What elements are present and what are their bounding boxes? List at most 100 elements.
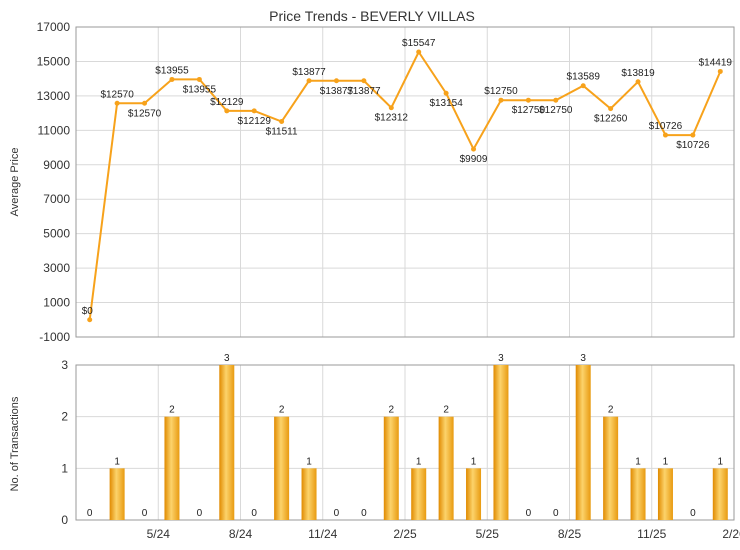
price-point — [580, 83, 586, 89]
transactions-series: 0 1 0 2 0 3 0 2 1 0 0 2 1 2 1 3 0 0 3 2 1 1 0 1 — [87, 353, 728, 520]
transactions-bar-label: 0 — [197, 508, 203, 519]
transactions-y-tick-label: 2 — [61, 410, 68, 424]
price-point — [251, 108, 257, 114]
price-data-label: $13955 — [155, 65, 189, 76]
transactions-bar — [274, 416, 290, 520]
x-tick-label: 8/24 — [229, 527, 253, 541]
transactions-bar — [438, 416, 454, 520]
price-data-label: $13877 — [320, 86, 354, 97]
transactions-bar-label: 2 — [443, 405, 449, 416]
transactions-bar — [575, 365, 591, 520]
transactions-bar-label: 1 — [718, 456, 724, 467]
price-point — [224, 108, 230, 114]
price-data-label: $10726 — [649, 121, 683, 132]
x-tick-label: 8/25 — [558, 527, 582, 541]
transactions-bar-label: 2 — [169, 405, 175, 416]
price-data-label: $12260 — [594, 114, 628, 125]
transactions-bar-label: 0 — [361, 508, 367, 519]
price-point — [361, 78, 367, 84]
price-series: $0$12570$12570$13955$13955$12129$12129$1… — [82, 38, 733, 323]
price-data-label: $12312 — [375, 113, 409, 124]
price-y-tick-label: 15000 — [37, 54, 71, 68]
transactions-bar — [301, 468, 317, 520]
price-point — [333, 78, 339, 84]
price-point — [498, 97, 504, 103]
transactions-y-tick-label: 0 — [61, 513, 68, 527]
price-data-label: $13955 — [183, 84, 217, 95]
price-data-label: $9909 — [460, 154, 488, 165]
price-point — [114, 100, 120, 106]
price-point — [279, 119, 285, 125]
x-tick-label: 11/25 — [637, 527, 666, 541]
x-tick-label: 2/25 — [393, 527, 417, 541]
price-y-tick-label: 5000 — [43, 227, 70, 241]
transactions-bar-label: 2 — [389, 405, 395, 416]
y-axis-title-transactions: No. of Transactions — [9, 396, 21, 491]
x-tick-label: 5/24 — [147, 527, 171, 541]
price-data-label: $12570 — [100, 89, 134, 100]
price-data-label: $13154 — [429, 98, 463, 109]
transactions-bar — [109, 468, 125, 520]
price-point — [87, 317, 93, 323]
price-point — [635, 79, 641, 85]
price-axis-ticks: 17000 15000 13000 11000 9000 7000 5000 3000 1000… — [37, 20, 71, 344]
transactions-bar — [411, 468, 427, 520]
price-point — [416, 49, 422, 55]
transactions-bar-label: 0 — [553, 508, 559, 519]
y-axis-title-price: Average Price — [9, 148, 21, 217]
transactions-bar-label: 1 — [416, 456, 422, 467]
transactions-bar-label: 0 — [690, 508, 696, 519]
transactions-bar-label: 1 — [663, 456, 669, 467]
price-point — [662, 132, 668, 138]
price-point — [690, 132, 696, 138]
price-plot-frame — [75, 26, 735, 338]
transactions-bar-label: 2 — [279, 405, 285, 416]
transactions-bar-label: 1 — [306, 456, 312, 467]
price-data-label: $12129 — [238, 116, 272, 127]
chart-title: Price Trends - BEVERLY VILLAS — [269, 8, 475, 24]
transactions-bar-label: 3 — [224, 353, 230, 364]
price-data-label: $12129 — [210, 97, 244, 108]
price-point — [471, 146, 477, 152]
transactions-bar-label: 0 — [87, 508, 93, 519]
price-data-label: $12750 — [512, 105, 546, 116]
price-data-label: $12750 — [484, 86, 518, 97]
price-point — [525, 97, 531, 103]
transactions-bar-label: 1 — [635, 456, 641, 467]
price-point — [553, 97, 559, 103]
price-point — [388, 105, 394, 111]
price-point — [306, 78, 312, 84]
price-data-label: $12750 — [539, 105, 573, 116]
price-data-label: $13877 — [347, 86, 381, 97]
transactions-plot-frame — [75, 364, 735, 521]
price-y-tick-label: 3000 — [43, 261, 70, 275]
price-point — [169, 76, 175, 82]
price-y-tick-label: 7000 — [43, 192, 70, 206]
price-data-label: $13819 — [621, 68, 655, 79]
price-data-label: $10726 — [676, 140, 710, 151]
transactions-bar — [219, 365, 235, 520]
price-y-tick-label: 9000 — [43, 158, 70, 172]
price-data-label: $11511 — [266, 127, 298, 138]
transactions-bar-label: 0 — [142, 508, 148, 519]
transactions-bar — [657, 468, 673, 520]
transactions-axis-ticks: 3 2 1 0 5/24 8/24 11/24 2/25 5/25 8/25 11/25 2/26 — [61, 358, 740, 541]
transactions-gridlines — [75, 364, 735, 521]
price-point — [443, 90, 449, 96]
price-data-label: $15547 — [402, 38, 436, 49]
price-point — [196, 76, 202, 82]
price-data-label: $13877 — [292, 67, 326, 78]
price-series-line — [88, 49, 722, 320]
transactions-bar — [164, 416, 180, 520]
transactions-y-tick-label: 3 — [61, 358, 68, 372]
transactions-bar-label: 3 — [580, 353, 586, 364]
price-point — [717, 68, 723, 74]
transactions-bar-label: 1 — [471, 456, 477, 467]
price-data-label: $0 — [82, 306, 94, 317]
transactions-bar-label: 0 — [251, 508, 257, 519]
price-data-label: $12570 — [128, 108, 162, 119]
price-point — [142, 100, 148, 106]
transactions-bar — [603, 416, 619, 520]
price-data-label: $14419 — [699, 57, 733, 68]
